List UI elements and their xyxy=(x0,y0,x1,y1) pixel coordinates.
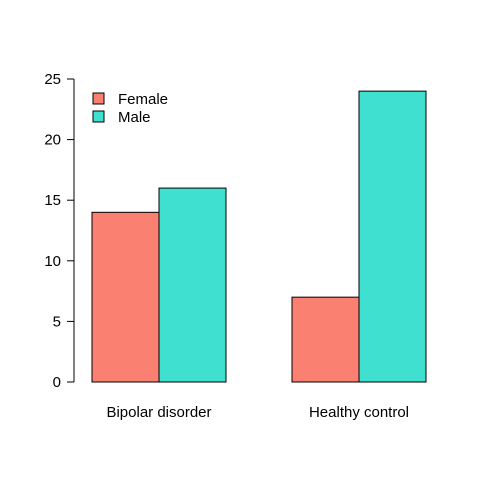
y-tick-label: 20 xyxy=(44,132,61,149)
y-tick-label: 0 xyxy=(53,374,61,391)
y-tick-label: 5 xyxy=(53,313,61,330)
category-labels: Bipolar disorder Healthy control xyxy=(106,404,409,421)
y-tick-label: 15 xyxy=(44,192,61,209)
y-axis: 0 5 10 15 20 25 xyxy=(44,71,75,391)
bar-male-1 xyxy=(158,187,227,383)
bar-female-2 xyxy=(291,296,360,383)
bar-female-1 xyxy=(91,211,160,383)
y-tick-label: 10 xyxy=(44,253,61,270)
bars xyxy=(91,90,427,383)
y-tick-label: 25 xyxy=(44,71,61,88)
bar-male-2 xyxy=(358,90,427,383)
legend-label-male: Male xyxy=(118,109,151,126)
legend-swatch-male xyxy=(92,110,105,123)
legend-swatch-female xyxy=(92,92,105,105)
category-label: Bipolar disorder xyxy=(106,404,211,421)
legend-label-female: Female xyxy=(118,91,168,108)
category-label: Healthy control xyxy=(309,404,409,421)
